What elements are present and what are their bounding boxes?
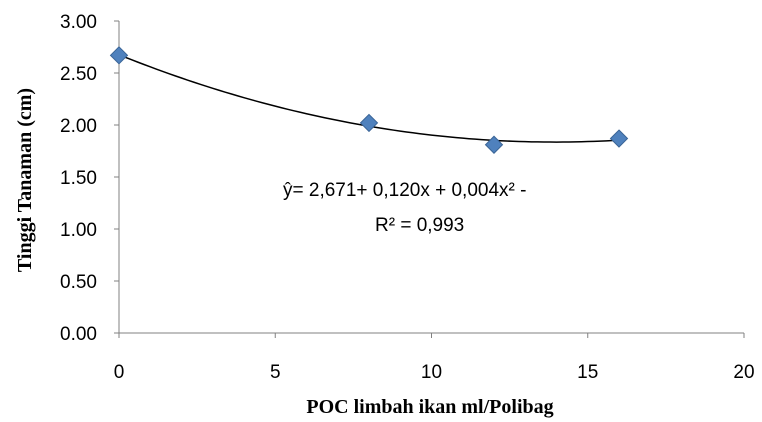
y-tick-label: 3.00 bbox=[60, 12, 97, 33]
x-tick-label: 5 bbox=[270, 362, 281, 383]
x-tick-label: 0 bbox=[114, 362, 125, 383]
trendline-equation: ŷ= 2,671+ 0,120x + 0,004x² - bbox=[283, 180, 526, 201]
x-tick-label: 20 bbox=[733, 362, 754, 383]
y-axis: 0.00 0.50 1.00 1.50 2.00 2.50 3.00 bbox=[60, 12, 120, 345]
x-axis: 0 5 10 15 20 bbox=[114, 332, 755, 383]
r-squared-label: R² = 0,993 bbox=[375, 215, 464, 236]
x-axis-title: POC limbah ikan ml/Polibag bbox=[306, 396, 553, 418]
y-tick-label: 2.00 bbox=[60, 116, 97, 137]
y-tick-label: 0.50 bbox=[60, 272, 97, 293]
x-tick-label: 10 bbox=[421, 362, 442, 383]
y-tick-label: 0.00 bbox=[60, 324, 97, 345]
data-point-marker bbox=[484, 135, 504, 154]
y-tick-label: 1.00 bbox=[60, 220, 97, 241]
data-point-marker bbox=[359, 113, 379, 133]
data-point-marker bbox=[609, 129, 629, 148]
x-tick-label: 15 bbox=[577, 362, 598, 383]
y-tick-label: 1.50 bbox=[60, 168, 97, 189]
y-tick-label: 2.50 bbox=[60, 64, 97, 85]
data-point-marker bbox=[109, 46, 129, 65]
y-axis-title: Tinggi Tanaman (cm) bbox=[14, 88, 36, 272]
